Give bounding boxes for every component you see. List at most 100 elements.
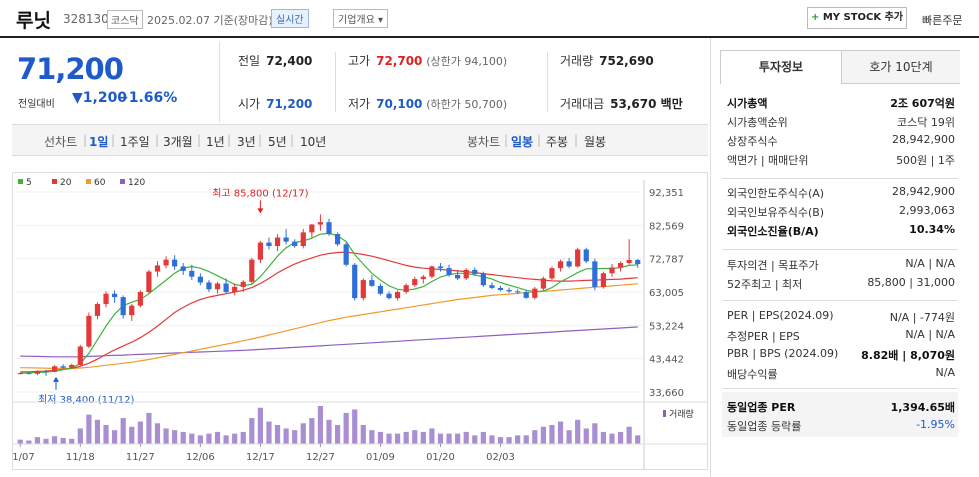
tab-3months[interactable]: 3개월 bbox=[163, 135, 193, 149]
candle-body bbox=[480, 273, 486, 286]
candle-body bbox=[94, 303, 101, 316]
volume-bar bbox=[94, 419, 101, 444]
price-change: ▼1,200 bbox=[72, 90, 128, 106]
divider: | bbox=[258, 133, 263, 147]
info-label: PBR | BPS (2024.09) bbox=[727, 347, 839, 360]
tab-10years[interactable]: 10년 bbox=[300, 135, 327, 149]
divider: | bbox=[574, 133, 579, 147]
volume-bar bbox=[583, 428, 589, 444]
tab-1year[interactable]: 1년 bbox=[206, 135, 225, 149]
candle-body bbox=[17, 373, 23, 375]
volume-bar bbox=[146, 412, 152, 444]
divider bbox=[722, 388, 958, 389]
candle-body bbox=[369, 280, 375, 286]
tab-monthly[interactable]: 월봉 bbox=[584, 135, 607, 149]
volume-bar bbox=[489, 435, 495, 444]
volume-bar bbox=[412, 430, 418, 444]
volume-bar bbox=[206, 433, 212, 444]
volume-bar bbox=[292, 430, 298, 444]
info-label: 추정PER | EPS bbox=[727, 330, 800, 343]
candle-body bbox=[214, 283, 221, 290]
volume-bar bbox=[420, 431, 426, 444]
open-value: 71,200 bbox=[266, 97, 313, 111]
divider bbox=[335, 52, 336, 112]
volume-bar bbox=[26, 440, 32, 444]
legend-label: 120 bbox=[128, 178, 145, 188]
info-label: 52주최고 | 최저 bbox=[727, 278, 803, 291]
legend-label: 5 bbox=[26, 178, 32, 188]
volume-bar bbox=[609, 433, 615, 444]
x-tick-label: 01/09 bbox=[366, 452, 395, 463]
prev-close-value: 72,400 bbox=[266, 54, 313, 68]
candle-body bbox=[437, 266, 444, 269]
company-info-dropdown[interactable]: 기업개요 ▾ bbox=[333, 9, 388, 28]
y-tick-label: 43,442 bbox=[649, 355, 684, 366]
info-value: 2조 607억원 bbox=[890, 97, 955, 110]
volume-bar bbox=[197, 435, 203, 444]
candle-body bbox=[112, 293, 118, 298]
candle-body bbox=[489, 285, 495, 288]
info-row: 동일업종 등락률 -1.95% bbox=[727, 418, 955, 434]
price-stats: 전일 72,400 고가 72,700 (상한가 94,100) 거래량 752,69… bbox=[222, 42, 708, 122]
info-row: 상장주식수 28,942,900 bbox=[727, 133, 955, 149]
tab-weekly[interactable]: 주봉 bbox=[546, 135, 569, 149]
volume-bar bbox=[69, 438, 75, 444]
low-stat: 저가 70,100 (하한가 50,700) bbox=[348, 95, 507, 112]
candle-body bbox=[463, 269, 469, 279]
divider: | bbox=[155, 133, 160, 147]
x-tick-label: 11/27 bbox=[126, 452, 155, 463]
info-label: PER | EPS(2024.09) bbox=[727, 309, 834, 322]
info-row: 배당수익률 N/A bbox=[727, 366, 955, 382]
candle-body bbox=[43, 371, 49, 373]
quick-order-link[interactable]: 빠른주문 bbox=[922, 14, 963, 27]
volume-label: 거래량 bbox=[560, 54, 594, 68]
tab-1day[interactable]: 1일 bbox=[89, 135, 109, 149]
volume-bar bbox=[163, 428, 169, 444]
tab-1week[interactable]: 1주일 bbox=[120, 135, 150, 149]
info-value: 500원 | 1주 bbox=[896, 154, 955, 167]
candle-body bbox=[257, 242, 263, 260]
candle-body bbox=[412, 279, 418, 286]
tab-orderbook[interactable]: 호가 10단계 bbox=[841, 51, 960, 84]
info-label: 시가총액순위 bbox=[727, 116, 788, 129]
divider: | bbox=[83, 133, 88, 147]
volume-bar bbox=[352, 409, 358, 444]
upper-limit: (상한가 94,100) bbox=[426, 55, 508, 68]
candle-body bbox=[532, 288, 538, 298]
volume-bar bbox=[635, 435, 641, 444]
volume-bar bbox=[557, 421, 564, 444]
volume-stat: 거래량 752,690 bbox=[560, 52, 654, 69]
tab-investment-info[interactable]: 투자정보 bbox=[721, 51, 841, 84]
volume-bar bbox=[600, 431, 607, 444]
volume-bar bbox=[463, 431, 469, 444]
x-tick-label: 12/06 bbox=[186, 452, 215, 463]
legend-swatch bbox=[18, 179, 23, 184]
volume-bar bbox=[60, 437, 66, 444]
info-label: 외국인보유주식수(B) bbox=[727, 206, 825, 219]
candle-body bbox=[274, 237, 281, 247]
info-row: 동일업종 PER 1,394.65배 bbox=[727, 399, 955, 415]
plus-icon: + bbox=[810, 12, 820, 23]
candle-body bbox=[51, 366, 58, 372]
tab-5years[interactable]: 5년 bbox=[268, 135, 287, 149]
my-stock-add-button[interactable]: + MY STOCK 추가 bbox=[807, 7, 907, 29]
info-label: 시가총액 bbox=[727, 97, 768, 110]
low-annotation: 최저 38,400 (11/12) bbox=[38, 394, 134, 406]
candlestick-chart: 5 20 60 120 92,351 82,569 72,787 63,005 53,224 43… bbox=[12, 172, 708, 470]
candle-body bbox=[292, 241, 298, 247]
volume-legend-label: 거래량 bbox=[669, 408, 694, 420]
market-badge: 코스닥 bbox=[107, 10, 143, 29]
volume-bar bbox=[51, 436, 58, 444]
candle-body bbox=[77, 346, 83, 365]
volume-bar bbox=[455, 433, 461, 444]
volume-bar bbox=[232, 433, 238, 444]
legend-label: 60 bbox=[94, 178, 106, 188]
tab-3years[interactable]: 3년 bbox=[237, 135, 256, 149]
ma120-line bbox=[20, 326, 638, 358]
info-value: -1.95% bbox=[916, 418, 955, 431]
volume-bar bbox=[43, 438, 49, 444]
realtime-button[interactable]: 실시간 bbox=[271, 9, 309, 28]
tab-daily[interactable]: 일봉 bbox=[511, 135, 534, 149]
volume-value: 752,690 bbox=[599, 54, 654, 68]
volume-bar bbox=[309, 418, 315, 444]
